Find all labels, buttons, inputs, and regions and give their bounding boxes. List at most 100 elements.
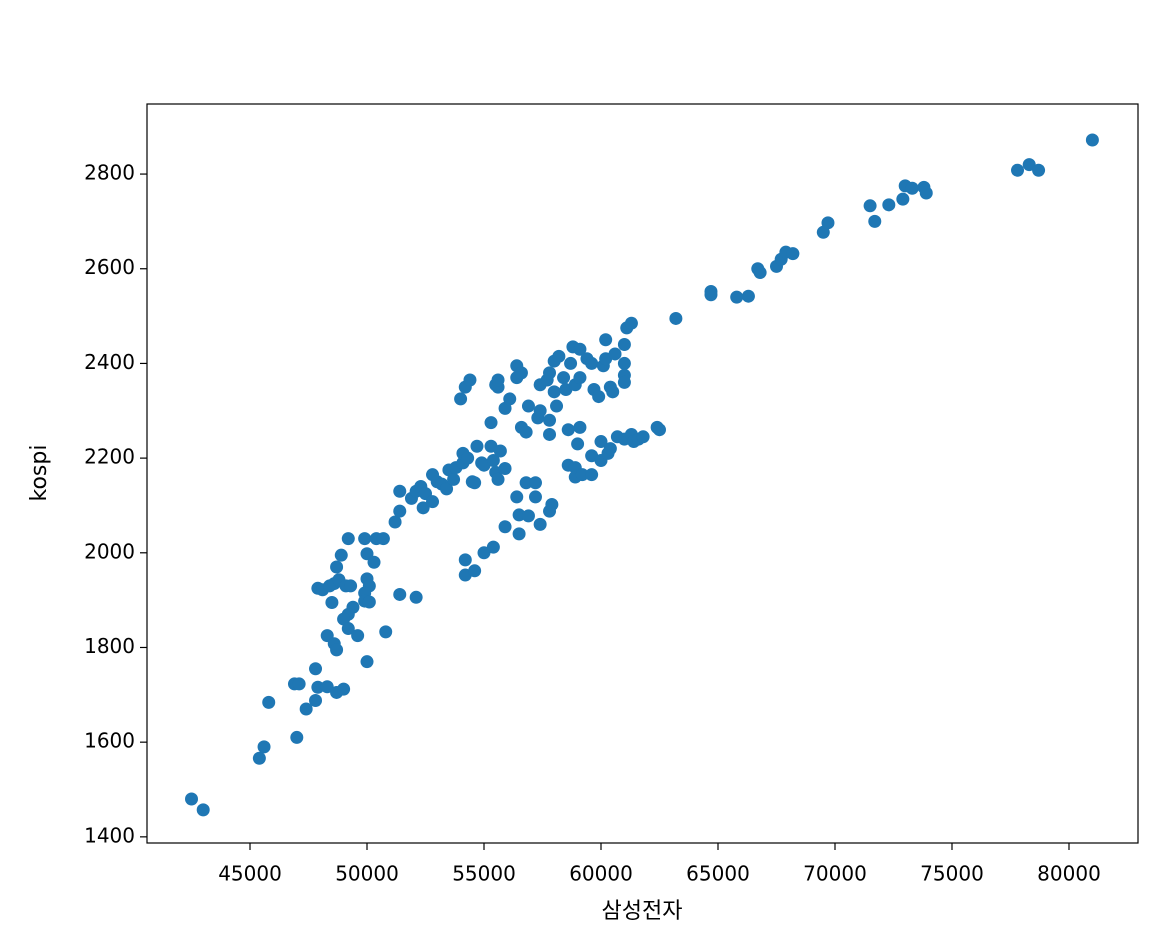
y-axis-label: kospi bbox=[27, 445, 52, 502]
point bbox=[543, 427, 557, 441]
point bbox=[484, 416, 498, 430]
point bbox=[334, 548, 348, 562]
point bbox=[309, 662, 323, 676]
point bbox=[863, 199, 877, 213]
point bbox=[503, 392, 517, 406]
point bbox=[550, 399, 564, 413]
point bbox=[624, 316, 638, 330]
point bbox=[1022, 158, 1036, 172]
point bbox=[367, 555, 381, 569]
point bbox=[669, 311, 683, 325]
point bbox=[704, 288, 718, 302]
point bbox=[454, 392, 468, 406]
point bbox=[519, 476, 533, 490]
y-tick-label: 2400 bbox=[84, 350, 135, 374]
point bbox=[547, 385, 561, 399]
point bbox=[468, 476, 482, 490]
point bbox=[741, 289, 755, 303]
point bbox=[498, 520, 512, 534]
point bbox=[561, 423, 575, 437]
point bbox=[461, 451, 475, 465]
point bbox=[470, 439, 484, 453]
point bbox=[573, 420, 587, 434]
point bbox=[545, 498, 559, 512]
point bbox=[486, 540, 500, 554]
plot-frame bbox=[146, 103, 1139, 844]
point bbox=[617, 356, 631, 370]
point bbox=[388, 515, 402, 529]
point bbox=[603, 442, 617, 456]
point bbox=[512, 508, 526, 522]
point bbox=[585, 468, 599, 482]
point bbox=[393, 587, 407, 601]
point bbox=[533, 404, 547, 418]
point bbox=[299, 702, 313, 716]
point bbox=[606, 385, 620, 399]
point bbox=[905, 181, 919, 195]
point bbox=[571, 437, 585, 451]
point bbox=[521, 399, 535, 413]
point bbox=[543, 413, 557, 427]
point bbox=[376, 532, 390, 546]
point bbox=[519, 425, 533, 439]
point bbox=[493, 444, 507, 458]
point bbox=[447, 472, 461, 486]
point bbox=[882, 198, 896, 212]
point bbox=[498, 462, 512, 476]
point bbox=[185, 792, 199, 806]
point bbox=[360, 655, 374, 669]
point bbox=[573, 342, 587, 356]
point bbox=[617, 375, 631, 389]
point bbox=[491, 373, 505, 387]
point bbox=[416, 501, 430, 515]
point bbox=[868, 214, 882, 228]
point bbox=[311, 680, 325, 694]
point bbox=[573, 371, 587, 385]
x-axis-label: 삼성전자 bbox=[602, 899, 683, 924]
point bbox=[320, 680, 334, 694]
point bbox=[491, 472, 505, 486]
point bbox=[652, 423, 666, 437]
point bbox=[358, 532, 372, 546]
point bbox=[196, 803, 210, 817]
point bbox=[351, 629, 365, 643]
point bbox=[393, 504, 407, 518]
point bbox=[599, 333, 613, 347]
x-tick-label: 45000 bbox=[218, 862, 282, 886]
point bbox=[557, 371, 571, 385]
point bbox=[636, 430, 650, 444]
point bbox=[379, 625, 393, 639]
point bbox=[344, 579, 358, 593]
point bbox=[337, 682, 351, 696]
point bbox=[521, 509, 535, 523]
point bbox=[252, 751, 266, 765]
point bbox=[477, 546, 491, 560]
point bbox=[564, 356, 578, 370]
point bbox=[592, 390, 606, 404]
y-tick-label: 1400 bbox=[84, 823, 135, 847]
point bbox=[533, 517, 547, 531]
point bbox=[608, 347, 622, 361]
y-tick-label: 2800 bbox=[84, 161, 135, 185]
point bbox=[341, 532, 355, 546]
point bbox=[262, 695, 276, 709]
x-tick-label: 60000 bbox=[569, 862, 633, 886]
point bbox=[528, 490, 542, 504]
x-tick-label: 55000 bbox=[452, 862, 516, 886]
point bbox=[1085, 133, 1099, 147]
point bbox=[257, 740, 271, 754]
point bbox=[575, 468, 589, 482]
point bbox=[290, 730, 304, 744]
point bbox=[594, 435, 608, 449]
point bbox=[409, 590, 423, 604]
x-tick-label: 50000 bbox=[335, 862, 399, 886]
point bbox=[552, 349, 566, 363]
point bbox=[463, 373, 477, 387]
y-tick-label: 2000 bbox=[84, 539, 135, 563]
y-tick-label: 2600 bbox=[84, 255, 135, 279]
point bbox=[468, 564, 482, 578]
y-tick-label: 2200 bbox=[84, 445, 135, 469]
x-tick-label: 70000 bbox=[803, 862, 867, 886]
point bbox=[821, 216, 835, 230]
